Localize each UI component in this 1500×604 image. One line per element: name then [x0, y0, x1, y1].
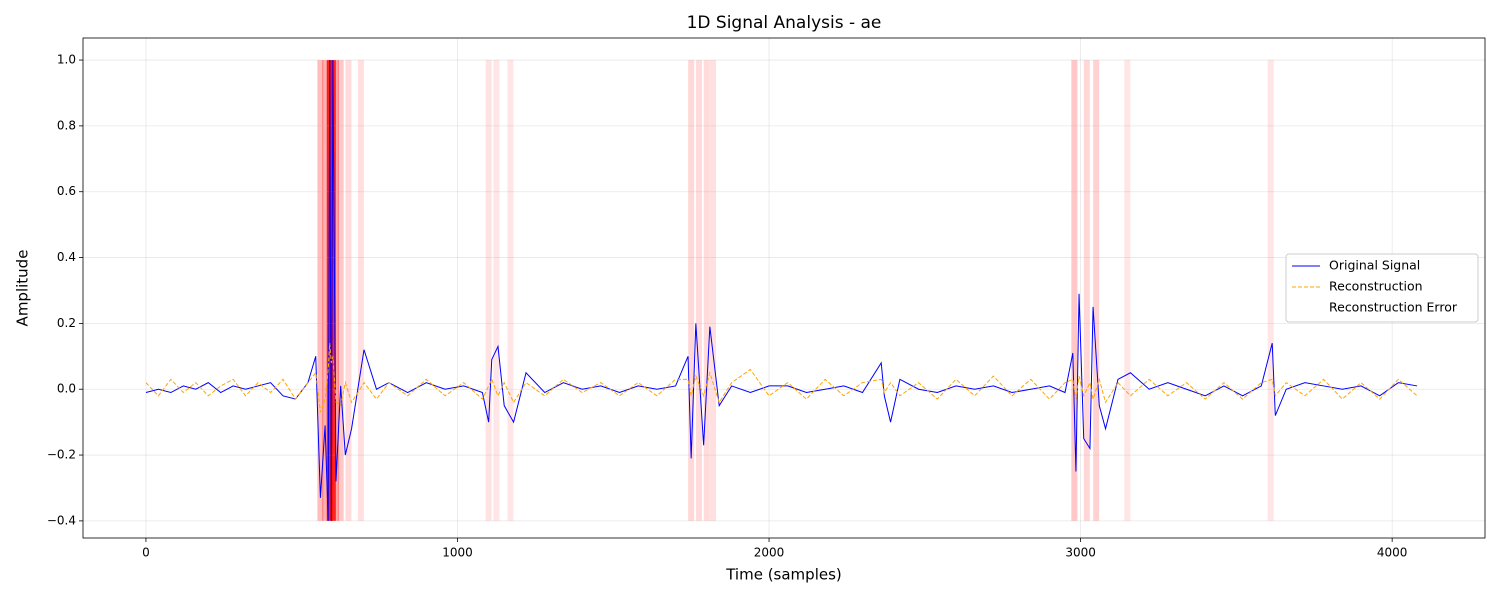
x-tick-label: 4000	[1377, 546, 1408, 560]
y-tick-label: −0.4	[47, 513, 76, 527]
y-tick-label: 0.6	[57, 184, 76, 198]
error-band	[695, 60, 702, 521]
y-axis-label: Amplitude	[14, 250, 32, 327]
error-band	[1267, 60, 1274, 521]
error-band	[709, 60, 716, 521]
legend-label: Reconstruction Error	[1329, 300, 1458, 315]
error-band	[329, 60, 336, 521]
error-band	[1093, 60, 1100, 521]
error-band	[688, 60, 695, 521]
legend-label: Original Signal	[1329, 258, 1420, 273]
error-band	[317, 60, 324, 521]
y-tick-label: 0.0	[57, 382, 76, 396]
plot-frame	[82, 37, 1486, 539]
legend-box	[1285, 253, 1479, 323]
x-tick-label: 1000	[442, 546, 473, 560]
x-tick-label: 3000	[1065, 546, 1096, 560]
x-tick-label: 0	[142, 546, 150, 560]
error-band	[493, 60, 500, 521]
chart-title: 1D Signal Analysis - ae	[687, 13, 882, 33]
error-band	[703, 60, 710, 521]
error-band	[1124, 60, 1131, 521]
error-band	[507, 60, 514, 521]
legend-label: Reconstruction	[1329, 279, 1423, 294]
y-tick-label: 0.4	[57, 250, 76, 264]
y-tick-label: 1.0	[57, 53, 76, 67]
signal-line	[145, 60, 1418, 521]
error-band	[357, 60, 364, 521]
y-tick-label: 0.8	[57, 118, 76, 132]
error-band	[322, 60, 329, 521]
reconstruction-line	[145, 343, 1418, 413]
x-tick-label: 2000	[754, 546, 785, 560]
y-tick-label: −0.2	[47, 448, 76, 462]
y-tick-label: 0.2	[57, 316, 76, 330]
error-band	[337, 60, 344, 521]
error-band	[326, 60, 333, 521]
x-axis-label: Time (samples)	[725, 566, 842, 584]
error-band	[485, 60, 492, 521]
error-band	[332, 60, 339, 521]
error-band	[345, 60, 352, 521]
error-band	[1071, 60, 1078, 521]
error-band	[1083, 60, 1090, 521]
